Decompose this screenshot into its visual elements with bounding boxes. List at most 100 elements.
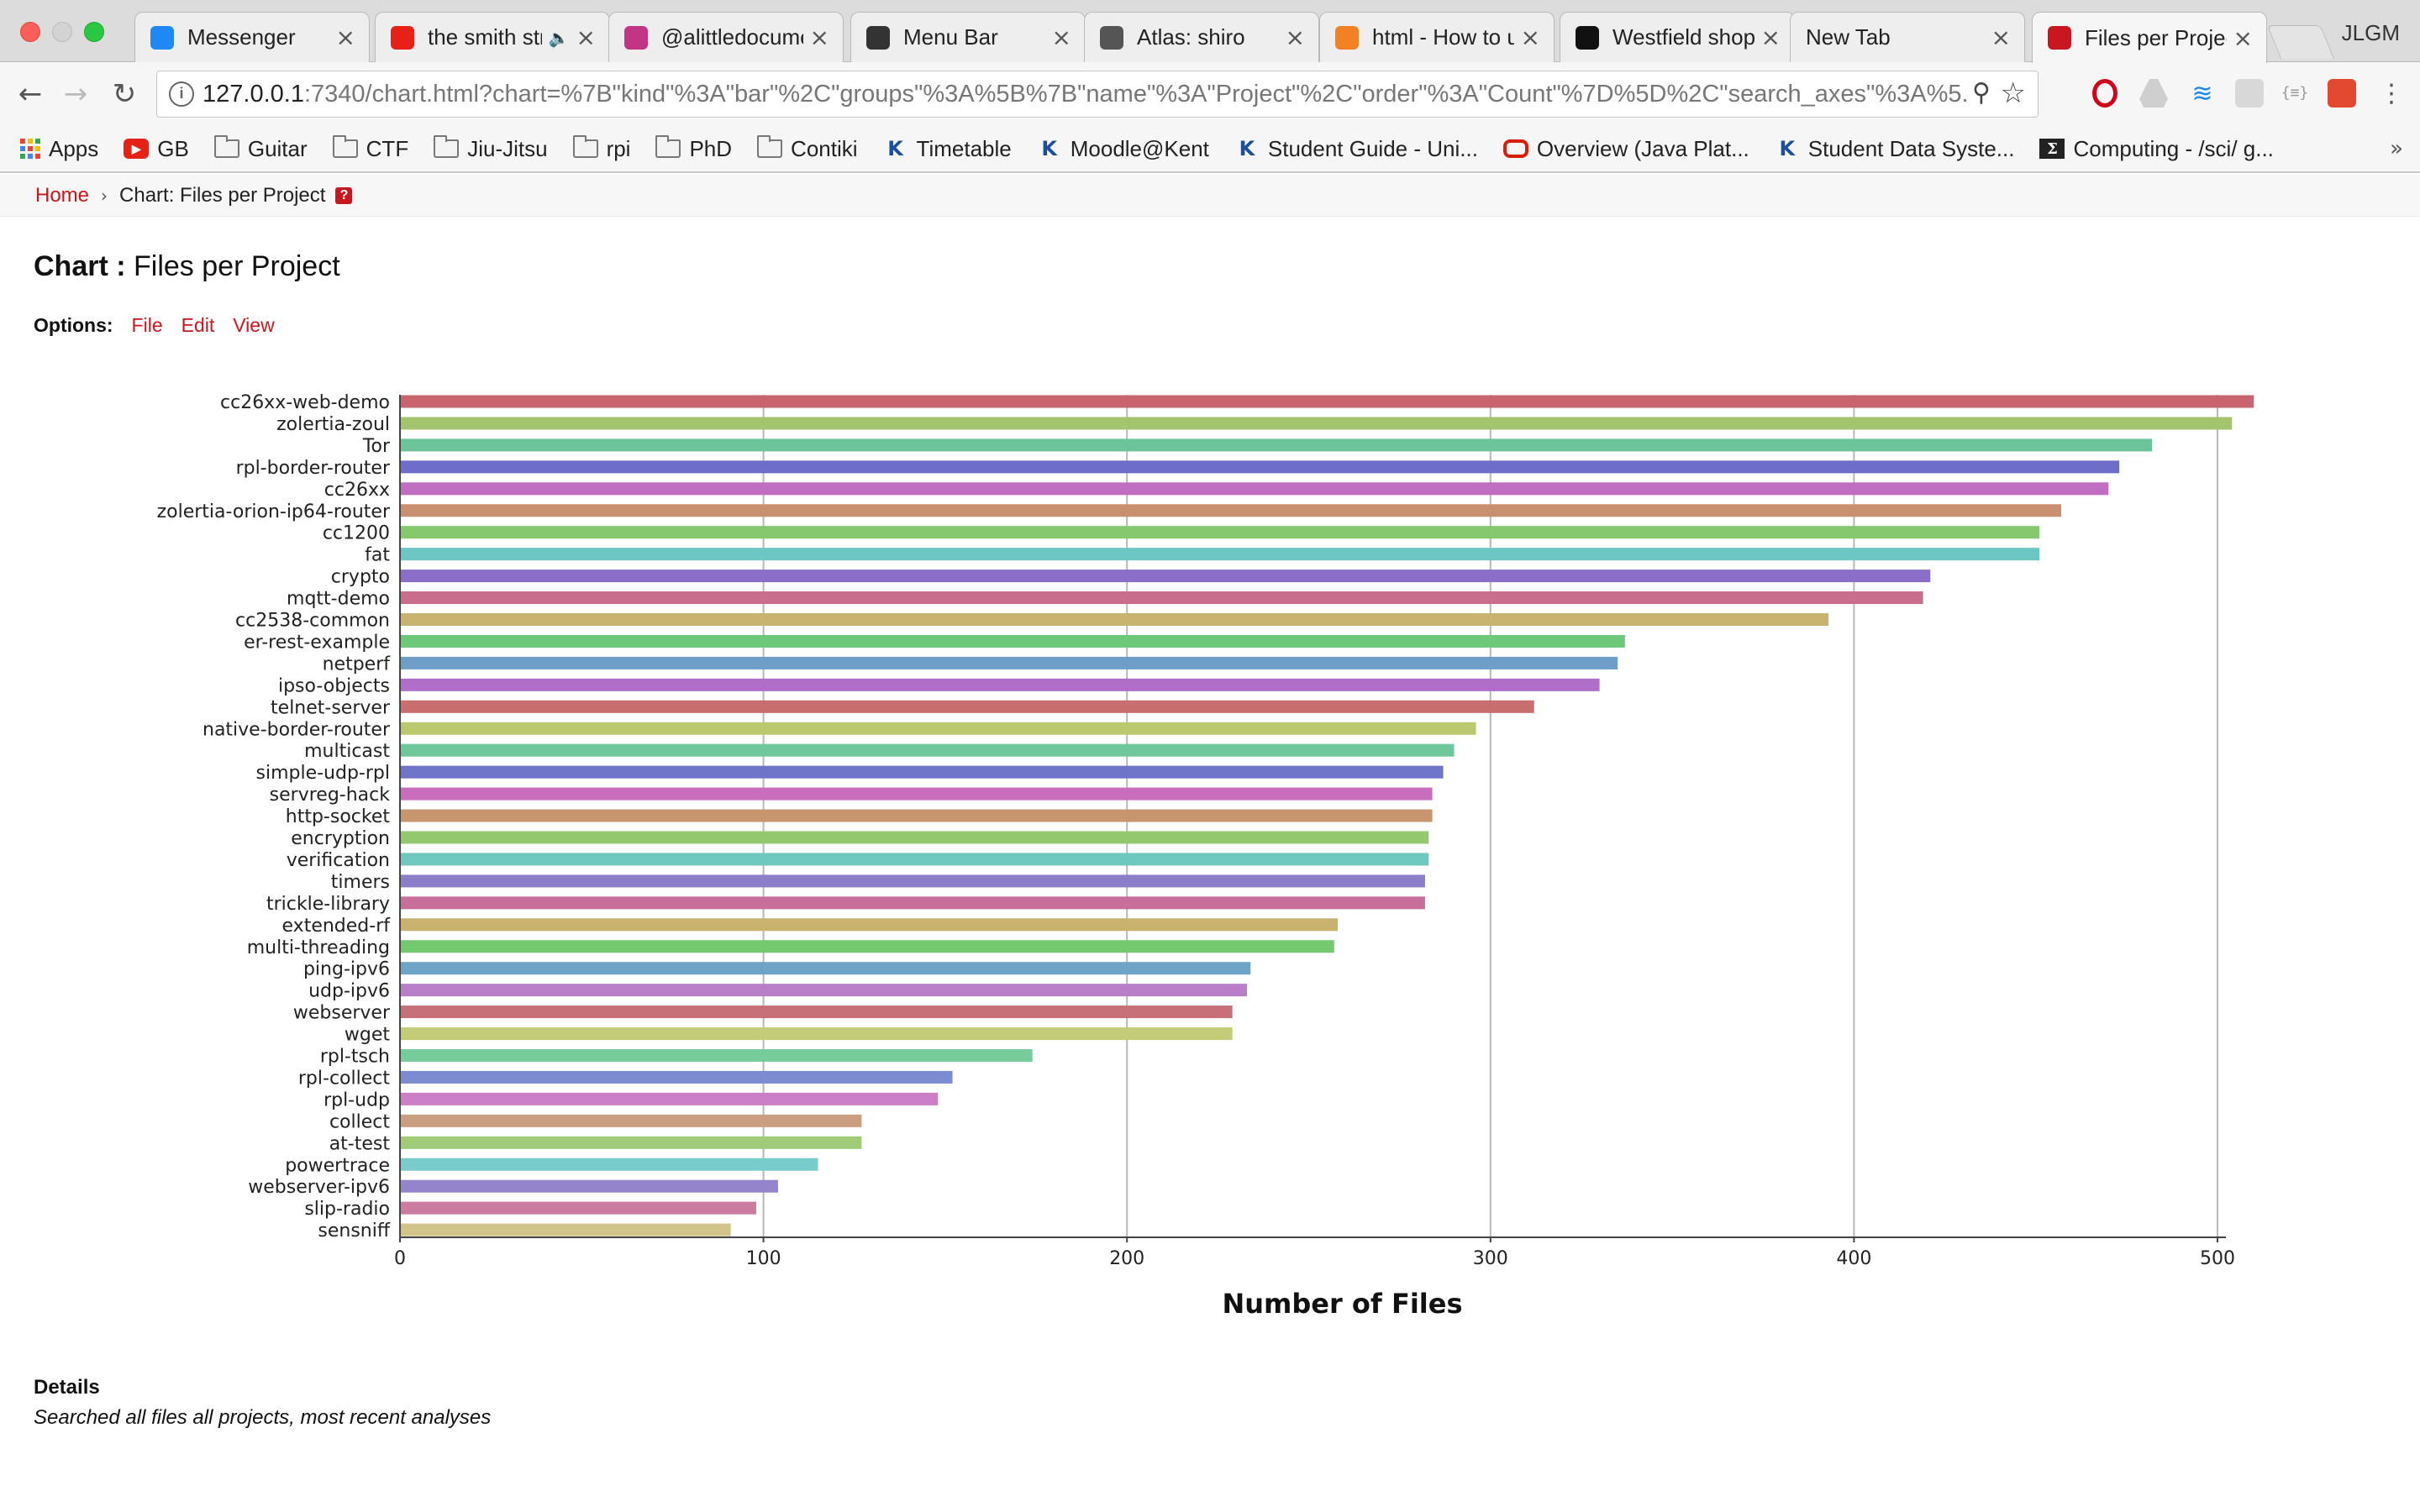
category-label: encryption [291,828,390,849]
forward-button[interactable]: → [63,77,88,111]
bookmark-item[interactable]: Guitar [213,135,308,162]
youtube-icon [391,25,414,50]
tab-title: @alittledocume [661,24,803,50]
bookmark-item[interactable]: K Moodle@Kent [1037,136,1208,162]
bar [400,613,1829,626]
browser-tab[interactable]: the smith str 🔈 × [375,12,610,62]
bar [400,1136,862,1149]
bar [400,1158,818,1171]
close-tab-icon[interactable]: × [335,24,355,51]
bookmarks-bar: Apps ▶ GB Guitar CTF Jiu-Jitsu rpi PhD Contiki K T… [0,126,2420,173]
bar [400,787,1433,801]
bar [400,1070,953,1084]
back-button[interactable]: ← [18,77,43,111]
x-tick-label: 0 [394,1248,406,1269]
close-tab-icon[interactable]: × [1051,24,1071,51]
browser-tab[interactable]: html - How to u × [1319,12,1555,62]
bar [400,1223,731,1236]
drive-extension-icon[interactable] [2139,79,2168,108]
help-icon[interactable]: ? [335,186,353,204]
browser-tab[interactable]: Files per Projec × [2032,12,2267,63]
close-tab-icon[interactable]: × [1285,24,1305,51]
extension-icon[interactable] [2235,79,2264,108]
browser-tab[interactable]: Atlas: shiro × [1084,12,1319,62]
maximize-window-button[interactable] [84,22,104,42]
url-text[interactable]: 127.0.0.1:7340/chart.html?chart=%7B"kind… [203,81,1967,108]
bar [400,853,1429,866]
details-text: Searched all files all projects, most re… [34,1406,492,1429]
category-label: cc26xx [324,480,390,501]
tab-title: Files per Projec [2085,24,2227,50]
bookmarks-overflow-button[interactable]: » [2390,136,2403,161]
bookmark-label: Timetable [916,135,1012,161]
option-edit-link[interactable]: Edit [181,314,215,336]
bar [400,896,1425,910]
category-label: mqtt-demo [287,589,390,610]
minimize-window-button[interactable] [52,22,72,42]
bookmark-label: CTF [366,135,409,161]
bar [400,526,2040,539]
browser-tab[interactable]: New Tab × [1790,12,2025,62]
option-file-link[interactable]: File [131,314,163,336]
close-tab-icon[interactable]: × [809,24,829,51]
category-label: webserver-ipv6 [248,1177,390,1198]
new-tab-button[interactable] [2266,25,2335,59]
category-label: cc26xx-web-demo [220,392,390,413]
bookmark-item[interactable]: CTF [332,135,409,162]
category-label: multi-threading [247,937,390,958]
category-label: netperf [323,654,392,675]
breadcrumb-separator: › [101,185,108,206]
site-info-icon[interactable]: i [169,81,194,107]
close-tab-icon[interactable]: × [1760,24,1781,51]
tab-title: Menu Bar [903,24,998,50]
bookmark-item[interactable]: K Student Data Syste... [1775,136,2014,162]
close-tab-icon[interactable]: × [1991,24,2011,51]
browser-tab[interactable]: @alittledocume × [608,12,844,62]
bookmark-item[interactable]: Overview (Java Plat... [1502,136,1749,162]
opera-extension-icon[interactable] [2092,79,2118,108]
kent-icon: K [1239,137,1255,160]
category-label: zolertia-orion-ip64-router [157,501,391,522]
red-extension-icon[interactable] [2328,79,2356,108]
x-tick-label: 500 [2200,1248,2235,1269]
bookmark-label: Apps [49,135,99,161]
close-tab-icon[interactable]: × [576,24,596,51]
bar [400,1049,1033,1062]
bookmark-item[interactable]: Apps [20,136,98,162]
bookmark-item[interactable]: Contiki [757,135,858,162]
browser-tab[interactable]: Westfield shopp × [1560,12,1795,62]
category-label: sensniff [318,1221,390,1242]
zoom-icon[interactable]: ⚲ [1972,78,1991,108]
category-label: rpl-tsch [320,1047,390,1068]
category-label: wget [345,1025,390,1046]
breadcrumb-home-link[interactable]: Home [35,183,90,207]
bookmark-item[interactable]: K Student Guide - Uni... [1234,136,1478,162]
reload-button[interactable]: ↻ [112,77,137,111]
close-window-button[interactable] [20,22,40,42]
folder-icon [434,135,460,158]
profile-button[interactable]: JLGM [2341,20,2400,45]
speaker-icon[interactable]: 🔈 [548,27,570,48]
bookmark-item[interactable]: Σ Computing - /sci/ g... [2039,136,2274,162]
bookmark-item[interactable]: ▶ GB [124,136,189,162]
browser-tab[interactable]: Menu Bar × [850,12,1086,62]
bookmark-item[interactable]: K Timetable [883,136,1012,162]
address-bar[interactable]: i 127.0.0.1:7340/chart.html?chart=%7B"ki… [156,71,2039,118]
option-view-link[interactable]: View [233,314,275,336]
category-label: zolertia-zoul [276,414,390,435]
category-label: timers [331,872,390,893]
json-extension-icon[interactable]: {≡} [2281,84,2309,102]
close-tab-icon[interactable]: × [1520,24,1540,51]
bookmark-item[interactable]: PhD [655,135,732,162]
browser-menu-icon[interactable]: ⋮ [2379,79,2404,108]
close-tab-icon[interactable]: × [2233,24,2253,52]
bookmark-item[interactable]: rpi [572,135,630,162]
bookmark-star-icon[interactable]: ☆ [2000,76,2026,110]
category-label: native-border-router [203,719,391,740]
pocket-extension-icon[interactable]: ≋ [2191,79,2213,108]
bar [400,591,1923,605]
bar [400,962,1251,975]
bar [400,1005,1233,1019]
browser-tab[interactable]: Messenger × [134,12,370,62]
bookmark-item[interactable]: Jiu-Jitsu [434,135,548,162]
